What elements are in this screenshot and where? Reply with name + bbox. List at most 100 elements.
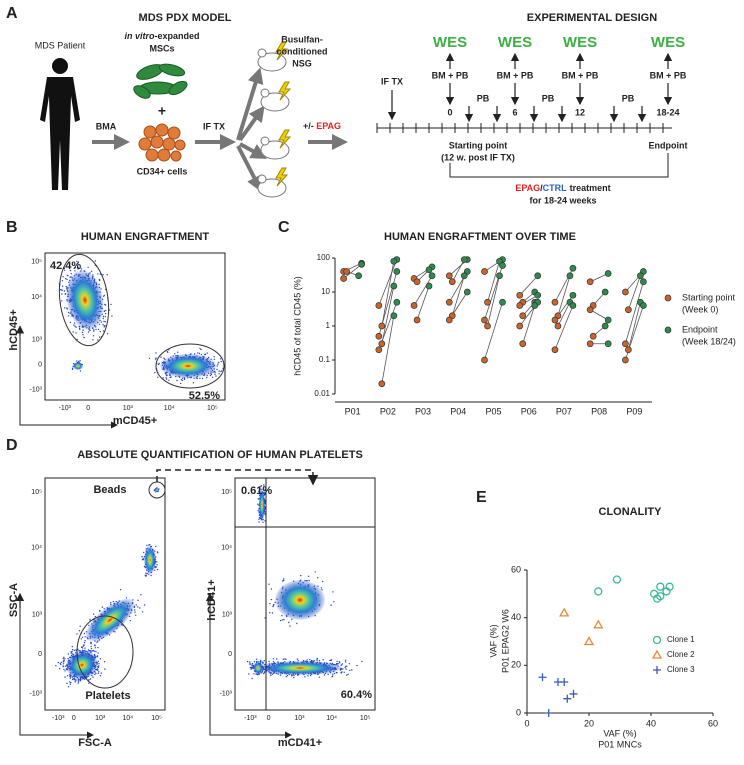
event-dot <box>342 668 344 670</box>
event-dot <box>102 315 105 318</box>
event-dot <box>181 377 184 379</box>
event-dot <box>96 641 98 643</box>
wes-label: WES <box>651 34 685 51</box>
event-dot <box>133 606 136 609</box>
event-dot <box>61 293 63 295</box>
y-tick-label: 10⁵ <box>221 489 232 496</box>
y-tick-label: 0.1 <box>319 355 331 364</box>
x-tick-label: 10⁴ <box>164 405 175 412</box>
event-dot <box>286 675 289 677</box>
event-dot <box>272 604 275 607</box>
event-dot <box>66 682 68 684</box>
event-dot <box>63 659 65 661</box>
event-dot <box>77 262 79 264</box>
gate-label: 42.4% <box>50 260 81 272</box>
event-dot <box>361 660 363 663</box>
week-label: 18-24 <box>656 107 679 117</box>
platelets-label: Platelets <box>85 690 130 702</box>
event-dot <box>270 588 273 590</box>
data-point <box>481 356 488 364</box>
event-dot <box>160 356 162 358</box>
event-dot <box>291 618 293 621</box>
event-dot <box>98 665 100 667</box>
event-dot <box>97 646 99 649</box>
legend-marker <box>651 649 663 659</box>
event-dot <box>119 589 122 591</box>
y-axis-label: VAF (%) <box>488 624 498 657</box>
legend-label: Clone 3 <box>667 665 695 674</box>
event-dot <box>102 274 104 276</box>
event-dot <box>356 664 358 667</box>
event-dot <box>351 669 353 671</box>
event-dot <box>272 660 275 663</box>
density <box>66 270 104 330</box>
event-dot <box>82 329 84 331</box>
event-dot <box>347 673 349 675</box>
x-tick-label: 0 <box>524 718 529 728</box>
y-tick-label: 20 <box>511 660 521 670</box>
event-dot <box>168 379 170 381</box>
event-dot <box>199 377 201 379</box>
event-dot <box>253 661 256 663</box>
event-dot <box>155 352 157 354</box>
density <box>259 489 265 521</box>
density <box>258 661 342 675</box>
x-tick-label: 0 <box>72 715 76 722</box>
x-axis-label: P01 MNCs <box>598 739 642 749</box>
event-dot <box>263 484 265 486</box>
event-dot <box>192 382 195 384</box>
event-dot <box>82 334 84 336</box>
panel-label: C <box>278 219 290 236</box>
engraftment-chart: HUMAN ENGRAFTMENT OVER TIME hCD45 of tota… <box>292 231 735 416</box>
event-dot <box>135 604 137 606</box>
x-tick-label: P02 <box>380 406 396 416</box>
wes-label: WES <box>433 34 467 51</box>
y-tick-label: -10³ <box>30 387 43 394</box>
mice <box>257 41 292 198</box>
event-dot <box>67 311 70 314</box>
event-dot <box>218 370 220 372</box>
gate <box>148 481 166 499</box>
sample-label: BM + PB <box>497 70 534 80</box>
data-point <box>425 266 433 274</box>
event-dot <box>250 668 252 670</box>
gate <box>155 343 225 389</box>
event-dot <box>154 371 156 374</box>
event-dot <box>344 666 346 669</box>
event-dot <box>134 611 136 613</box>
event-dot <box>258 518 260 520</box>
data-point <box>534 291 542 299</box>
event-dot <box>74 681 76 683</box>
data-point <box>484 298 491 306</box>
connector <box>156 469 319 486</box>
event-dot <box>146 544 148 547</box>
data-point <box>625 346 632 354</box>
event-dot <box>331 675 334 677</box>
pair-line <box>451 275 465 316</box>
event-dot <box>320 587 323 589</box>
y-tick-label: 10⁴ <box>31 544 42 551</box>
gate <box>58 253 110 347</box>
x-tick-label: 20 <box>584 718 594 728</box>
event-dot <box>332 673 334 675</box>
event-dot <box>135 614 137 616</box>
x-axis-label: mCD41+ <box>278 737 322 749</box>
x-axis-label: VAF (%) <box>603 728 636 738</box>
event-dot <box>257 498 260 500</box>
legend-note: (Week 18/24) <box>682 336 736 346</box>
data-point <box>445 298 453 306</box>
pair-line <box>381 261 395 327</box>
x-tick-label: 10⁴ <box>122 715 133 722</box>
event-dot <box>84 647 86 649</box>
legend-marker <box>653 666 661 674</box>
event-dot <box>112 600 115 603</box>
density <box>253 662 263 674</box>
data-point <box>481 316 488 324</box>
event-dot <box>268 660 270 663</box>
data-point <box>448 278 456 286</box>
event-dot <box>263 485 265 488</box>
y-tick-label: 10⁴ <box>221 544 232 551</box>
plot-frame <box>44 477 166 711</box>
panel-label: A <box>6 5 18 22</box>
